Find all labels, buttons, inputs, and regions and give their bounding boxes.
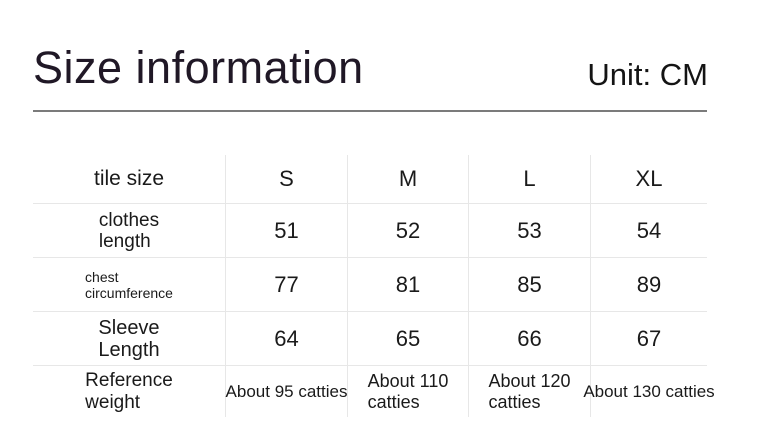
table-cell: 85 (468, 257, 590, 311)
row-label-text: Reference weight (85, 369, 173, 413)
table-cell: 89 (590, 257, 707, 311)
row-label-text: clothes length (98, 209, 160, 252)
cell-value: 54 (636, 217, 662, 243)
cell-value: About 120 catties (488, 370, 571, 412)
row-label-text: chest circumference (85, 268, 173, 301)
column-header-s: S (225, 155, 347, 203)
row-label-clothes-length: clothes length (33, 203, 225, 257)
cell-value: About 95 catties (225, 381, 348, 401)
cell-value: 53 (517, 217, 542, 243)
cell-value: 81 (395, 271, 421, 297)
table-cell: About 120 catties (468, 365, 590, 417)
column-header-label: S (279, 166, 294, 191)
unit-label: Unit: CM (587, 57, 708, 92)
cell-value: 64 (274, 325, 299, 351)
table-cell: 53 (468, 203, 590, 257)
table-cell: About 95 catties (225, 365, 347, 417)
cell-value: 66 (517, 325, 542, 351)
cell-value: 67 (636, 325, 662, 351)
cell-value: 77 (274, 271, 299, 297)
cell-value: 89 (636, 271, 662, 297)
title-divider (33, 110, 707, 112)
size-table: tile size S M L XL clothes length 51 52 … (33, 155, 715, 417)
table-cell: 77 (225, 257, 347, 311)
table-cell: 65 (347, 311, 468, 365)
row-label-reference-weight: Reference weight (33, 365, 225, 417)
column-header-m: M (347, 155, 468, 203)
cell-value: 52 (395, 217, 421, 243)
row-label-text: Sleeve Length (98, 316, 160, 361)
cell-value: About 130 catties (583, 381, 715, 401)
column-header-tile-size: tile size (33, 155, 225, 203)
column-header-xl: XL (590, 155, 707, 203)
column-header-label: tile size (93, 167, 165, 190)
column-header-label: L (523, 166, 536, 191)
column-header-label: XL (635, 166, 663, 191)
table-cell: About 130 catties (583, 365, 715, 417)
table-cell: 64 (225, 311, 347, 365)
table-cell: 81 (347, 257, 468, 311)
row-label-chest-circumference: chest circumference (33, 257, 225, 311)
table-cell: 52 (347, 203, 468, 257)
cell-value: About 110 catties (367, 370, 449, 412)
page-title: Size information (33, 42, 364, 93)
table-cell: 67 (590, 311, 707, 365)
table-cell: 51 (225, 203, 347, 257)
cell-value: 65 (395, 325, 421, 351)
table-cell: 66 (468, 311, 590, 365)
table-cell: 54 (590, 203, 707, 257)
cell-value: 51 (274, 217, 299, 243)
column-header-label: M (398, 166, 418, 191)
cell-value: 85 (517, 271, 542, 297)
column-header-l: L (468, 155, 590, 203)
row-label-sleeve-length: Sleeve Length (33, 311, 225, 365)
table-cell: About 110 catties (347, 365, 468, 417)
